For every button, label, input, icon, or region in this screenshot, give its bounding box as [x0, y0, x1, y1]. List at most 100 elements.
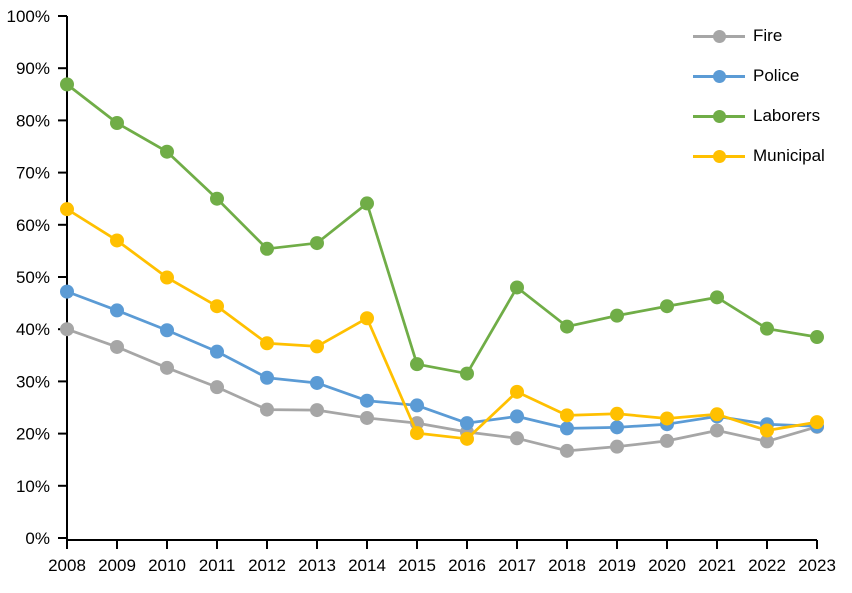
legend-item-fire: Fire [693, 16, 825, 56]
data-point-laborers [560, 319, 574, 334]
y-axis-tick-label: 70% [16, 164, 50, 183]
data-point-municipal [110, 233, 124, 248]
data-point-laborers [310, 236, 324, 251]
data-point-police [210, 344, 224, 359]
data-point-municipal [710, 407, 724, 422]
data-point-laborers [710, 290, 724, 305]
data-point-fire [310, 403, 324, 418]
data-point-fire [710, 423, 724, 438]
x-axis-tick-label: 2017 [498, 556, 536, 575]
data-point-police [310, 375, 324, 390]
legend-line-marker-icon [693, 69, 745, 83]
x-axis-tick-label: 2020 [648, 556, 686, 575]
legend-dot-icon [712, 29, 726, 43]
x-axis-tick-label: 2011 [199, 556, 236, 575]
data-point-fire [110, 339, 124, 354]
legend-dot-icon [712, 149, 726, 163]
data-point-municipal [510, 384, 524, 399]
data-point-municipal [210, 299, 224, 314]
data-point-municipal [360, 311, 374, 326]
data-point-municipal [560, 408, 574, 423]
data-point-laborers [510, 280, 524, 295]
x-axis-tick-label: 2009 [98, 556, 136, 575]
legend-label-laborers: Laborers [753, 106, 821, 125]
x-axis-tick-label: 2012 [248, 556, 286, 575]
legend-item-police: Police [693, 56, 825, 96]
x-axis-tick-label: 2014 [348, 556, 386, 575]
data-point-fire [260, 402, 274, 417]
data-point-municipal [260, 336, 274, 351]
data-point-laborers [360, 196, 374, 211]
data-point-fire [160, 360, 174, 375]
y-axis-tick-label: 80% [16, 111, 50, 130]
data-point-police [610, 420, 624, 435]
y-axis-tick-label: 60% [16, 216, 50, 235]
data-point-laborers [60, 77, 74, 92]
y-axis-tick-label: 100% [7, 7, 50, 26]
series-line-fire [65, 327, 819, 453]
data-point-laborers [460, 366, 474, 381]
legend-item-laborers: Laborers [693, 96, 825, 136]
y-axis-tick-label: 20% [16, 425, 50, 444]
legend-dot-icon [712, 109, 726, 123]
x-axis-tick-label: 2013 [298, 556, 336, 575]
legend-label-police: Police [753, 66, 800, 85]
legend-dot-icon [712, 69, 726, 83]
series-line-laborers [65, 83, 819, 375]
y-axis-tick-label: 90% [16, 59, 50, 78]
y-axis-tick-label: 10% [16, 477, 50, 496]
data-point-fire [560, 443, 574, 458]
chart-legend: Fire Police Laborers Municipal [693, 16, 825, 176]
data-point-fire [610, 439, 624, 454]
y-axis-tick-label: 50% [16, 268, 50, 287]
data-point-laborers [160, 144, 174, 159]
data-point-municipal [810, 415, 824, 430]
data-point-municipal [60, 202, 74, 217]
legend-label-municipal: Municipal [753, 146, 825, 165]
data-point-fire [760, 434, 774, 449]
x-axis-tick-label: 2019 [598, 556, 636, 575]
y-axis-tick-label: 40% [16, 320, 50, 339]
data-point-laborers [260, 241, 274, 256]
data-point-police [510, 409, 524, 424]
x-axis-tick-label: 2018 [548, 556, 586, 575]
series-line-police [65, 290, 819, 430]
x-axis-tick-label: 2010 [148, 556, 186, 575]
data-point-police [360, 393, 374, 408]
x-axis-tick-label: 2015 [398, 556, 436, 575]
x-axis-tick-label: 2021 [698, 556, 736, 575]
x-axis-tick-label: 2023 [798, 556, 836, 575]
data-point-municipal [160, 270, 174, 285]
data-point-municipal [660, 411, 674, 426]
data-point-fire [510, 431, 524, 446]
legend-line-marker-icon [693, 29, 745, 43]
x-axis-tick-label: 2016 [448, 556, 486, 575]
data-point-police [60, 284, 74, 299]
x-axis-tick-label: 2008 [48, 556, 86, 575]
legend-line-marker-icon [693, 149, 745, 163]
data-point-laborers [210, 191, 224, 206]
data-point-police [410, 398, 424, 413]
data-point-laborers [110, 116, 124, 131]
data-point-municipal [760, 423, 774, 438]
data-point-fire [210, 380, 224, 395]
legend-label-fire: Fire [753, 26, 783, 45]
data-point-police [110, 303, 124, 318]
data-point-municipal [610, 406, 624, 421]
data-point-laborers [810, 330, 824, 345]
series-line-municipal [65, 207, 819, 441]
data-point-police [260, 370, 274, 385]
data-point-laborers [760, 321, 774, 336]
legend-item-municipal: Municipal [693, 136, 825, 176]
data-point-police [160, 323, 174, 338]
data-point-fire [660, 433, 674, 448]
data-point-police [460, 416, 474, 431]
legend-line-marker-icon [693, 109, 745, 123]
data-point-municipal [460, 431, 474, 446]
y-axis-tick-label: 0% [25, 529, 50, 548]
data-point-fire [60, 322, 74, 337]
y-axis-tick-label: 30% [16, 372, 50, 391]
data-point-laborers [660, 299, 674, 314]
